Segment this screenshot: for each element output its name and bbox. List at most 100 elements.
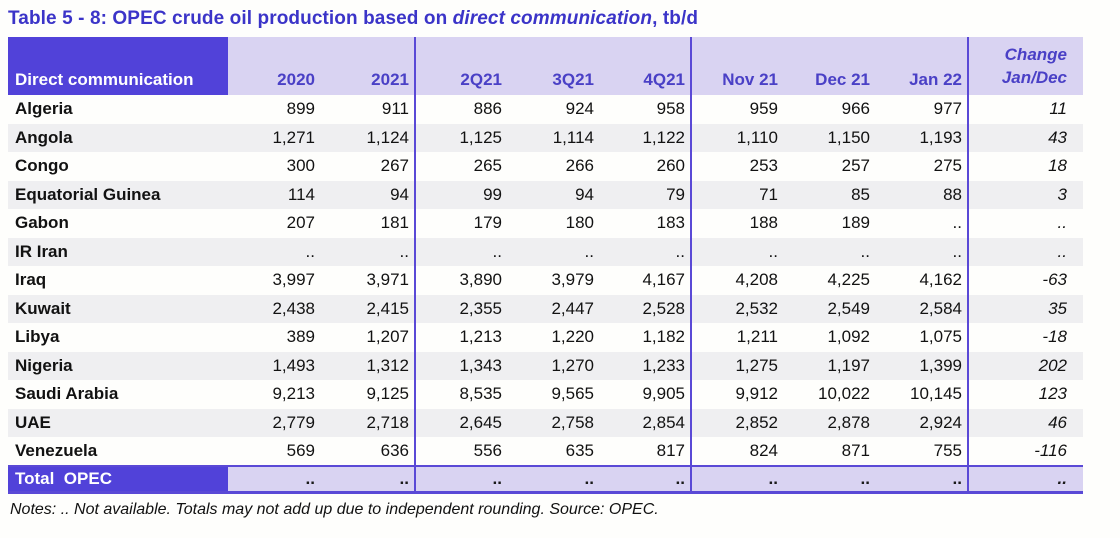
title-unit-suffix: , tb/d <box>652 8 699 29</box>
value-cell: 2,438 <box>228 294 320 323</box>
value-cell: 2,779 <box>228 408 320 437</box>
table-row: Saudi Arabia 9,213 9,125 8,535 9,565 9,905 9,9… <box>8 380 1083 409</box>
value-cell: 2,549 <box>783 294 875 323</box>
header-row: Direct communication 2020 2021 2Q21 3Q21… <box>8 37 1083 95</box>
value-cell: 180 <box>565 213 594 233</box>
total-value-cell: .. <box>783 464 875 494</box>
value-cell: 2,758 <box>507 408 599 437</box>
country-cell: Saudi Arabia <box>15 384 119 404</box>
change-cell: -18 <box>1042 327 1067 347</box>
value-cell: 1,343 <box>415 351 507 380</box>
value-cell: 1,193 <box>875 123 969 152</box>
total-value-cell: .. <box>875 464 969 494</box>
country-cell: Equatorial Guinea <box>8 180 228 209</box>
value-cell: 1,075 <box>875 323 969 352</box>
column-header-2020: 2020 <box>228 37 320 95</box>
value-cell: 4,208 <box>735 270 778 290</box>
value-cell: 911 <box>320 95 416 124</box>
table-row: Libya 389 1,207 1,213 1,220 1,182 1,211 1,092 1,… <box>8 323 1083 352</box>
total-opec-row: Total OPEC .................. <box>8 464 1083 494</box>
change-cell: 46 <box>968 408 1083 437</box>
country-cell: Nigeria <box>8 351 228 380</box>
change-cell: 18 <box>1048 156 1067 176</box>
label-column-header: Direct communication <box>8 37 228 95</box>
value-cell: 9,213 <box>272 384 315 404</box>
value-cell: 1,122 <box>599 123 692 152</box>
value-cell: 267 <box>320 152 416 181</box>
value-cell: 1,114 <box>507 123 599 152</box>
change-cell: 123 <box>1038 384 1067 404</box>
value-cell: 556 <box>473 440 502 460</box>
table-row: Nigeria 1,493 1,312 1,343 1,270 1,233 1,275 1,1… <box>8 351 1083 380</box>
value-cell: .. <box>415 237 507 266</box>
value-cell: 1,125 <box>415 123 507 152</box>
value-cell: 3,890 <box>459 270 502 290</box>
value-cell: 1,182 <box>599 323 692 352</box>
table-row: Congo 300 267 265 266 260 253 257 275 18 <box>8 152 1083 181</box>
value-cell: 9,912 <box>735 384 778 404</box>
value-cell: 2,852 <box>691 408 783 437</box>
value-cell: 966 <box>841 99 870 119</box>
value-cell: 977 <box>875 95 969 124</box>
value-cell: 1,271 <box>228 123 320 152</box>
value-cell: 924 <box>565 99 594 119</box>
change-header-line1: Change <box>1004 45 1067 65</box>
table-row: Gabon 207 181 179 180 183 188 189.... <box>8 209 1083 238</box>
total-change-cell: .. <box>968 464 1083 494</box>
table-notes: Notes: .. Not available. Totals may not … <box>10 501 659 518</box>
table-row: Angola 1,271 1,124 1,125 1,114 1,122 1,110 1,15… <box>8 123 1083 152</box>
title-prefix: Table 5 - 8: OPEC crude oil production b… <box>8 8 453 29</box>
value-cell: 1,275 <box>691 351 783 380</box>
value-cell: 636 <box>320 437 416 466</box>
value-cell: 99 <box>415 180 507 209</box>
value-cell: 257 <box>841 156 870 176</box>
value-cell: 959 <box>749 99 778 119</box>
column-header-4q21: 4Q21 <box>599 37 692 95</box>
value-cell: 2,645 <box>415 408 507 437</box>
change-cell: 35 <box>968 294 1083 323</box>
table-row: IR Iran.................. <box>8 237 1083 266</box>
table-row: Algeria 899 911 886 924 958 959 966 977 11 <box>8 95 1083 124</box>
value-cell: 2,415 <box>320 294 416 323</box>
total-value-cell: .. <box>507 464 599 494</box>
value-cell: 1,124 <box>320 123 416 152</box>
value-cell: 635 <box>565 440 594 460</box>
value-cell: 824 <box>749 440 778 460</box>
value-cell: .. <box>507 237 599 266</box>
value-cell: 179 <box>473 213 502 233</box>
value-cell: 1,197 <box>783 351 875 380</box>
change-cell: 202 <box>968 351 1083 380</box>
column-header-jan22: Jan 22 <box>875 37 969 95</box>
value-cell: 899 <box>286 99 315 119</box>
value-cell: 1,312 <box>320 351 416 380</box>
value-cell: 569 <box>286 440 315 460</box>
value-cell: 871 <box>841 440 870 460</box>
opec-production-table: Direct communication 2020 2021 2Q21 3Q21… <box>8 37 1083 494</box>
column-header-dec21: Dec 21 <box>783 37 875 95</box>
value-cell: 188 <box>749 213 778 233</box>
column-header-3q21: 3Q21 <box>507 37 599 95</box>
value-cell: .. <box>228 237 320 266</box>
value-cell: 71 <box>691 180 783 209</box>
value-cell: 114 <box>228 180 320 209</box>
value-cell: 886 <box>473 99 502 119</box>
country-cell: Gabon <box>15 213 69 233</box>
country-cell: UAE <box>8 408 228 437</box>
change-cell: 43 <box>968 123 1083 152</box>
table-row: Iraq 3,997 3,971 3,890 3,979 4,167 4,208 4,225 4… <box>8 266 1083 295</box>
value-cell: 253 <box>749 156 778 176</box>
table-row: Venezuela 569 636 556 635 817 824 871 755 -116 <box>8 437 1083 466</box>
value-cell: 9,565 <box>551 384 594 404</box>
value-cell: 3,971 <box>320 266 416 295</box>
value-cell: 2,532 <box>691 294 783 323</box>
value-cell: 1,399 <box>875 351 969 380</box>
value-cell: 958 <box>599 95 692 124</box>
value-cell: 10,145 <box>875 380 969 409</box>
value-cell: .. <box>783 237 875 266</box>
value-cell: 260 <box>599 152 692 181</box>
title-italic-phrase: direct communication <box>452 8 653 29</box>
column-header-change: Change Jan/Dec <box>968 37 1083 95</box>
value-cell: .. <box>875 237 969 266</box>
value-cell: 8,535 <box>459 384 502 404</box>
value-cell: 1,150 <box>783 123 875 152</box>
